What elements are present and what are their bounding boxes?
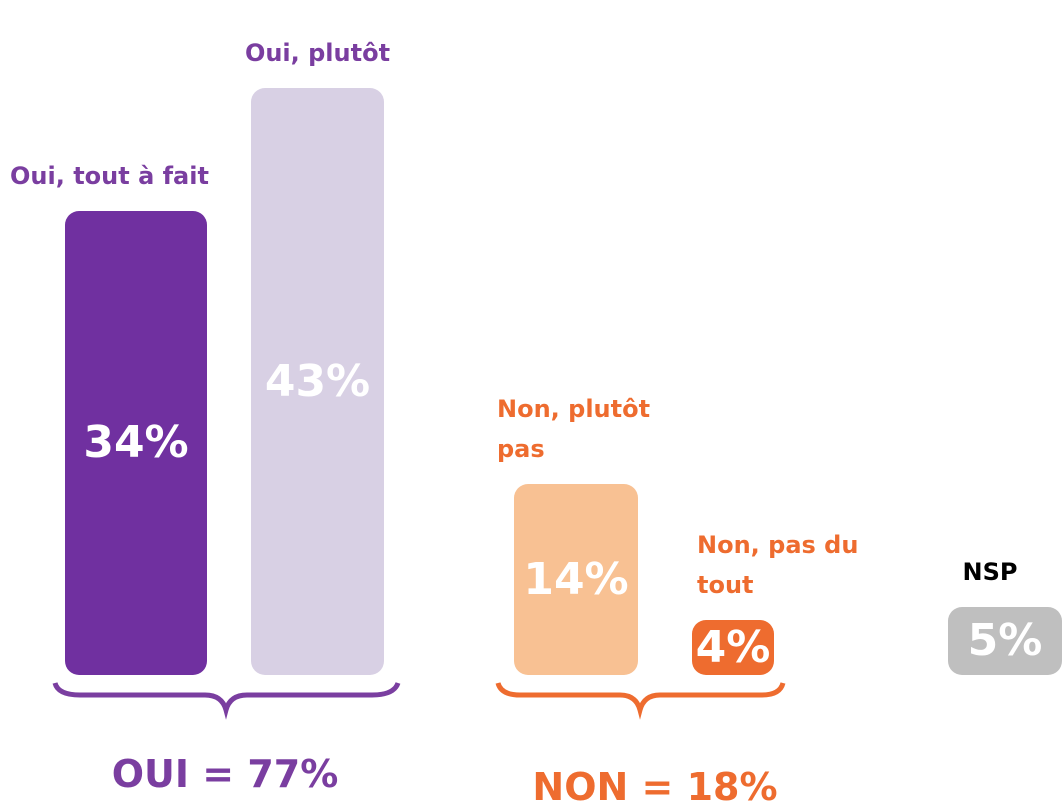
value-label: 34% [83, 417, 189, 469]
bar: 14% [514, 483, 638, 675]
bar: 43% [251, 88, 384, 675]
oui-brace [52, 681, 401, 720]
category-label: Non, plutôt pas [497, 394, 651, 463]
category-label: Non, pas du tout [697, 531, 859, 600]
bar: 34% [65, 210, 207, 675]
oui-total: OUI = 77% [111, 752, 339, 796]
category-label: Oui, tout à fait [10, 161, 209, 190]
category-label: Oui, plutôt [244, 39, 391, 67]
bar: 4% [692, 620, 774, 675]
value-label: 43% [264, 356, 371, 407]
category-label: NSP [962, 557, 1018, 586]
non-total: NON = 18% [532, 765, 778, 808]
value-label: 4% [695, 622, 771, 674]
value-label: 14% [523, 553, 629, 605]
non-brace [495, 682, 786, 720]
value-label: 5% [967, 615, 1043, 667]
bar: 5% [948, 606, 1062, 675]
